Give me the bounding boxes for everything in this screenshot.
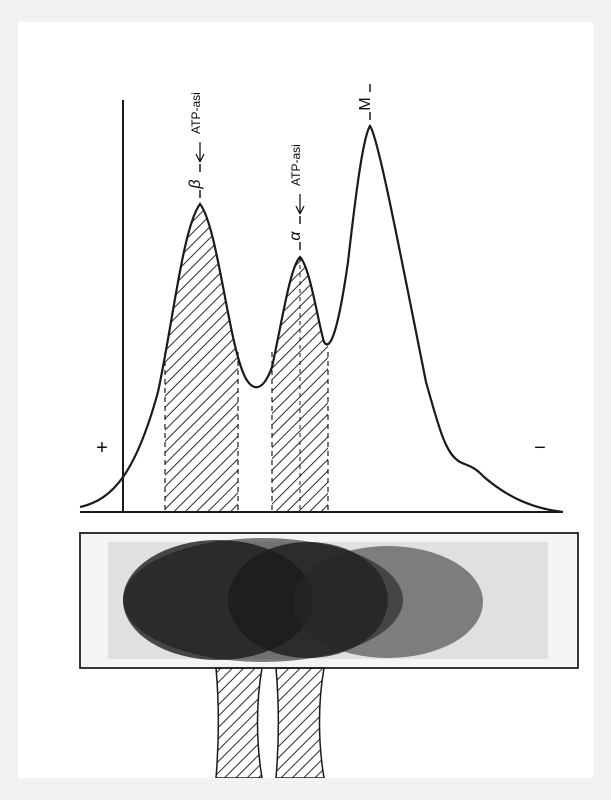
peak-alpha-label: α (287, 231, 304, 241)
peak-beta-label: β (187, 179, 204, 189)
beta-arrow-icon (196, 142, 204, 162)
peak-M-label: M (357, 97, 374, 110)
electrophoresis-strip (80, 533, 578, 668)
polarity-positive: + (96, 437, 108, 459)
beta-annotation: ATP-asi (189, 92, 203, 134)
lower-hatched-strips (216, 668, 324, 778)
densitometry-diagram: β ATP-asi α ATP-asi M + − (18, 22, 593, 778)
alpha-annotation: ATP-asi (289, 144, 303, 186)
polarity-negative: − (534, 437, 546, 459)
alpha-arrow-icon (296, 194, 304, 214)
